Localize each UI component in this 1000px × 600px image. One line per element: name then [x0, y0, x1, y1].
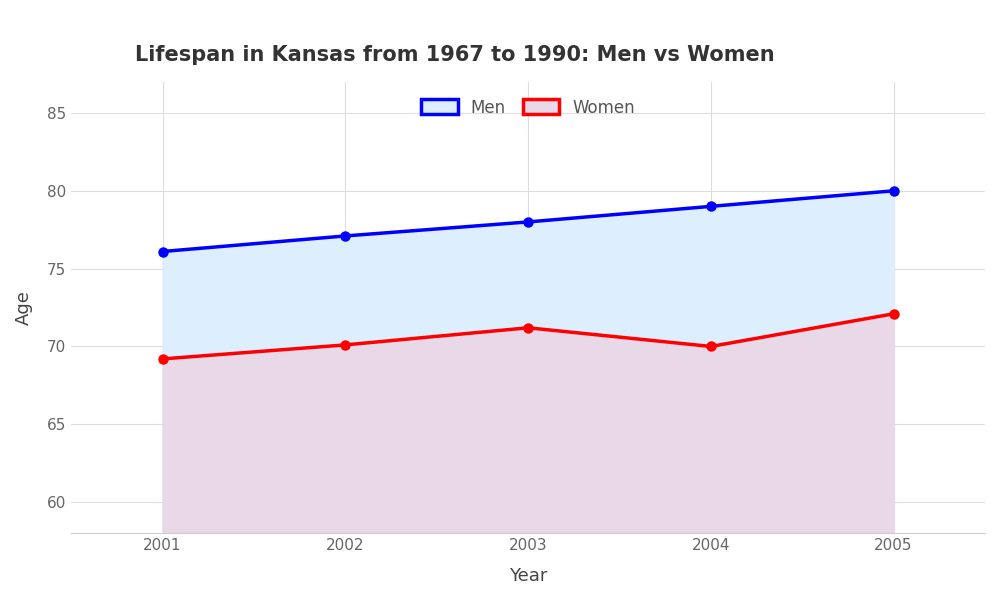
- Men: [888, 187, 900, 194]
- Men: [705, 203, 717, 210]
- Line: Women: Women: [158, 310, 898, 363]
- Men: [339, 232, 351, 239]
- Line: Men: Men: [158, 187, 898, 256]
- Women: [888, 310, 900, 317]
- Women: [705, 343, 717, 350]
- Women: [522, 324, 534, 331]
- Text: Lifespan in Kansas from 1967 to 1990: Men vs Women: Lifespan in Kansas from 1967 to 1990: Me…: [135, 45, 775, 65]
- Women: [157, 355, 169, 362]
- X-axis label: Year: Year: [509, 567, 547, 585]
- Y-axis label: Age: Age: [15, 290, 33, 325]
- Women: [339, 341, 351, 349]
- Men: [157, 248, 169, 255]
- Men: [522, 218, 534, 226]
- Legend: Men, Women: Men, Women: [413, 90, 644, 125]
